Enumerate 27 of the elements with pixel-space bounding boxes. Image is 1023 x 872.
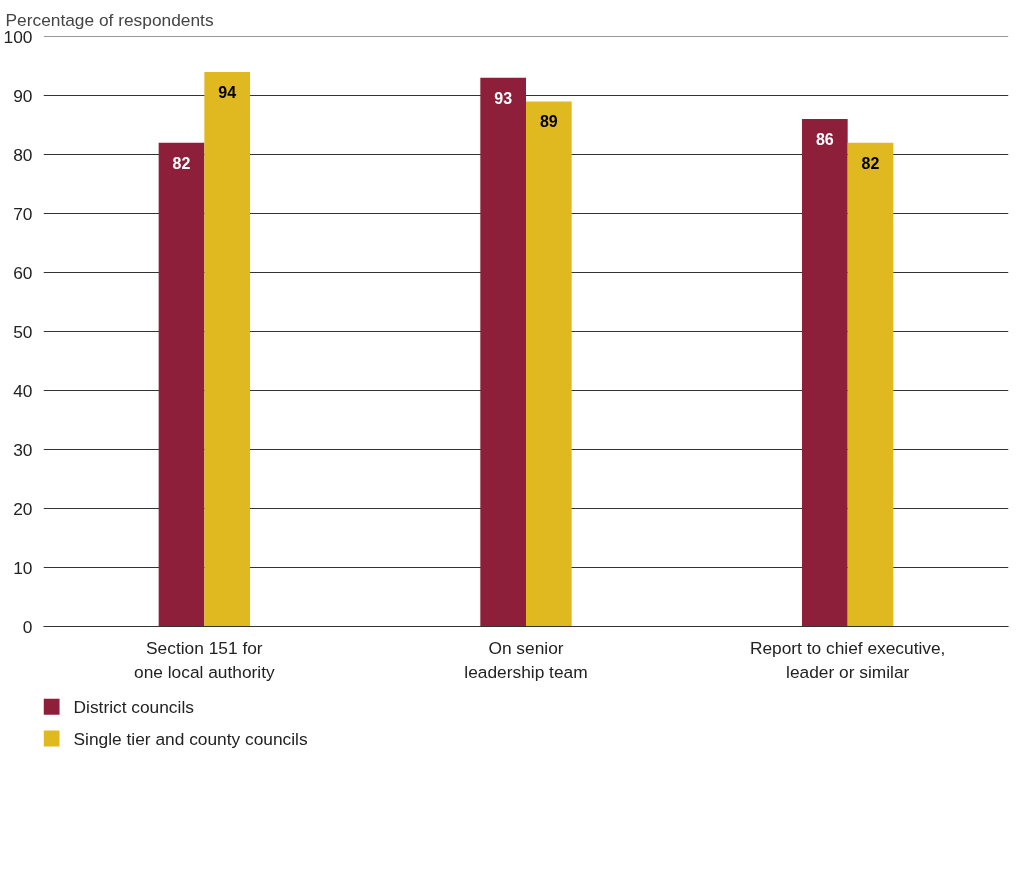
data-label: 93 xyxy=(494,89,513,107)
bar xyxy=(526,101,572,627)
x-tick-label: On senior leadership team xyxy=(464,637,588,682)
data-label: 94 xyxy=(218,83,237,101)
data-label: 82 xyxy=(172,154,191,172)
bar xyxy=(847,142,894,627)
y-tick-label: 40 xyxy=(13,380,33,401)
y-tick-label: 80 xyxy=(13,144,33,165)
data-label: 89 xyxy=(539,113,558,131)
bar xyxy=(158,142,205,627)
y-tick-label: 20 xyxy=(13,498,33,519)
y-tick-label: 30 xyxy=(13,439,33,460)
bar xyxy=(204,71,251,627)
data-label: 86 xyxy=(815,131,834,149)
data-label: 82 xyxy=(861,154,880,172)
y-tick-label: 10 xyxy=(13,557,33,578)
x-tick-label: Report to chief executive, leader or similar xyxy=(749,637,946,682)
y-tick-label: 50 xyxy=(13,321,33,342)
x-tick-label: Section 151 for one local authority xyxy=(134,637,275,682)
y-tick-label: 0 xyxy=(22,616,33,637)
y-tick-label: 90 xyxy=(13,85,33,106)
bar xyxy=(801,119,848,627)
y-tick-label: 60 xyxy=(13,262,33,283)
y-tick-label: 70 xyxy=(13,203,33,224)
legend-label: Single tier and county councils xyxy=(73,728,308,749)
bar xyxy=(480,77,526,627)
legend-label: District councils xyxy=(73,696,195,717)
